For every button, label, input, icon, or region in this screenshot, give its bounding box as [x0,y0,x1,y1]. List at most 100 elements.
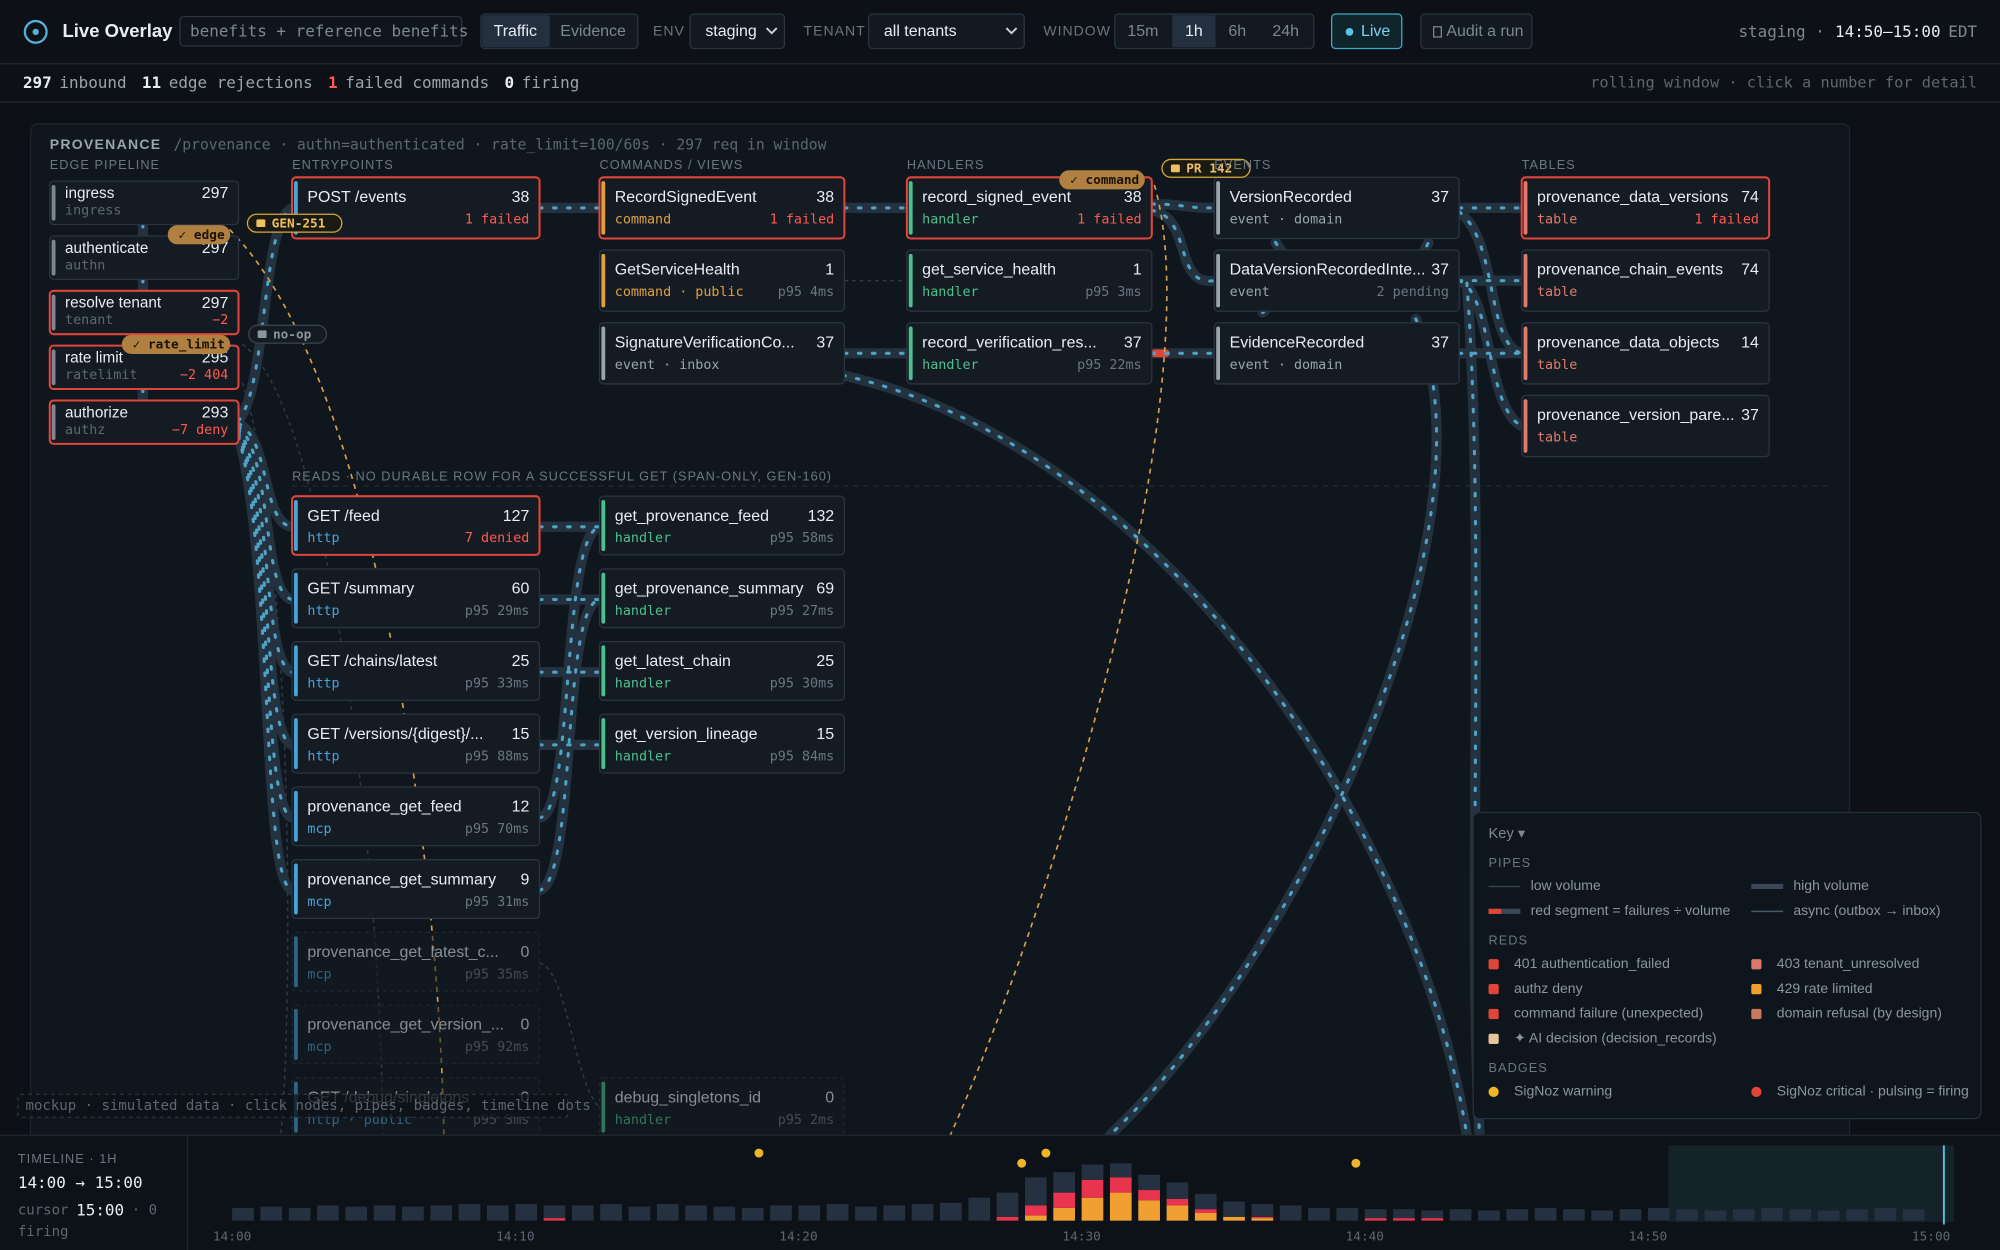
node-count: 9 [520,871,529,888]
key-section-title: BADGES [1489,1060,1548,1075]
key-item: command failure (unexpected) [1514,1005,1703,1021]
node[interactable]: GET /summary 60 http p95 29ms [291,568,541,629]
badge[interactable] [167,225,231,245]
pipe-flow [538,206,1216,355]
badge[interactable] [1059,170,1145,190]
node[interactable]: GetServiceHealth 1 command · public p95 4ms [598,249,846,312]
tenant-select[interactable] [867,13,1025,50]
timeline-bar [543,1218,566,1221]
node[interactable]: DataVersionRecordedInte... 37 event 2 pendi… [1213,249,1460,312]
node-count: 15 [512,726,530,743]
env-select[interactable] [689,13,786,50]
timeline-bar [1223,1216,1245,1221]
node-count: 0 [520,1017,529,1034]
node[interactable]: get_service_health 1 handler p95 3ms [906,249,1153,312]
live-text: Live [1361,23,1390,40]
tab-traffic[interactable]: Traffic [494,23,537,40]
warning-dot[interactable] [1041,1148,1051,1158]
node-box [1213,322,1460,385]
node-stat: p95 35ms [465,967,529,982]
timeline-tick: 14:10 [496,1230,534,1245]
window-option[interactable]: 15m [1127,23,1158,40]
node-box [598,322,846,385]
node[interactable]: RecordSignedEvent 38 command 1 failed [598,176,846,240]
node[interactable]: EvidenceRecorded 37 event · domain [1213,322,1460,385]
node[interactable]: record_verification_res... 37 handler p95 2… [906,322,1153,385]
node-count: 37 [1124,334,1142,351]
key-swatch [1488,1008,1499,1020]
node[interactable]: provenance_get_feed 12 mcp p95 70ms [291,786,541,847]
window-active[interactable] [1172,15,1216,48]
logo [23,19,48,44]
node[interactable]: get_provenance_summary 69 handler p95 27ms [598,568,846,629]
summary-value[interactable]: 0 [504,72,514,91]
node-label: provenance_version_pare... [1537,407,1735,424]
node[interactable]: debug_singletons_id 0 handler p95 2ms [598,1077,846,1138]
live-button[interactable] [1330,13,1403,50]
key-section-title: REDS [1489,933,1529,948]
timeline-range: 14:00 → 15:00 [18,1173,143,1192]
node[interactable]: record_signed_event 38 handler 1 failed [905,176,1153,240]
firing-label: firing [18,1224,69,1240]
key-title[interactable]: Key ▾ [1489,826,1526,842]
node[interactable]: SignatureVerificationCo... 37 event · inbo… [598,322,846,385]
timeline-bar [968,1197,991,1221]
node[interactable]: get_provenance_feed 132 handler p95 58ms [598,495,846,556]
node[interactable]: GET /chains/latest 25 http p95 33ms [291,640,541,701]
env-label: ENV [653,23,685,39]
node[interactable]: provenance_data_objects 14 table [1521,322,1770,385]
timeline-bar [855,1206,877,1221]
summary-value[interactable]: 11 [142,72,161,91]
node-count: 25 [512,653,530,670]
node-stat: p95 3ms [1085,285,1141,300]
node-box [598,249,846,312]
badge-icon [256,219,266,228]
search-box[interactable] [179,15,463,47]
node[interactable]: provenance_data_versions 74 table 1 failed [1520,176,1771,240]
warning-dot[interactable] [1017,1158,1027,1168]
node[interactable]: provenance_chain_events 74 table [1521,249,1770,312]
badge[interactable] [246,213,343,233]
node-sub: http [307,749,339,764]
window-option[interactable]: 6h [1228,23,1246,40]
warning-dot[interactable] [1351,1158,1361,1168]
node[interactable]: provenance_get_version_... 0 mcp p95 92ms [291,1004,541,1065]
node[interactable]: GET /feed 127 http 7 denied [291,495,541,556]
tab-evidence[interactable]: Evidence [560,23,626,40]
timeline-bar [260,1206,283,1221]
badge[interactable] [1161,158,1251,178]
timeline-bar [317,1205,339,1221]
node[interactable]: provenance_get_summary 9 mcp p95 31ms [291,859,541,920]
badge[interactable] [248,324,328,344]
summary-value[interactable]: 1 [328,72,338,91]
key-swatch [1751,1008,1762,1020]
node-accent [1216,326,1221,381]
window-option[interactable]: 1h [1185,23,1203,40]
node-stat: 1 failed [770,212,834,227]
node[interactable]: VersionRecorded 37 event · domain [1213,176,1460,240]
badge[interactable] [121,334,231,354]
node[interactable]: get_version_lineage 15 handler p95 84ms [598,713,846,774]
node[interactable]: GET /versions/{digest}/... 15 http p95 88ms [291,713,541,774]
footer-note-box [17,1093,569,1118]
warning-dot[interactable] [754,1148,764,1158]
footer-note: mockup · simulated data · click nodes, p… [26,1098,591,1114]
audit-button[interactable] [1420,13,1533,50]
node-box [291,713,541,774]
node[interactable]: resolve tenant 297 tenant −2 [48,289,240,336]
key-swatch [1751,984,1762,995]
node[interactable]: provenance_get_latest_c... 0 mcp p95 35ms [291,931,541,992]
node[interactable]: ingress 297 ingress [49,180,240,226]
node-sub: handler [922,285,978,300]
node[interactable]: provenance_version_pare... 37 table [1521,394,1770,458]
node[interactable]: authorize 293 authz −7 deny [48,399,240,445]
node[interactable]: get_latest_chain 25 handler p95 30ms [598,640,846,701]
node-count: 38 [512,189,530,206]
summary-value[interactable]: 297 [23,72,52,91]
timeline-bar [1109,1177,1132,1193]
window-option[interactable]: 24h [1272,23,1299,40]
node-sub: handler [615,677,671,692]
tab-active[interactable] [482,15,550,48]
